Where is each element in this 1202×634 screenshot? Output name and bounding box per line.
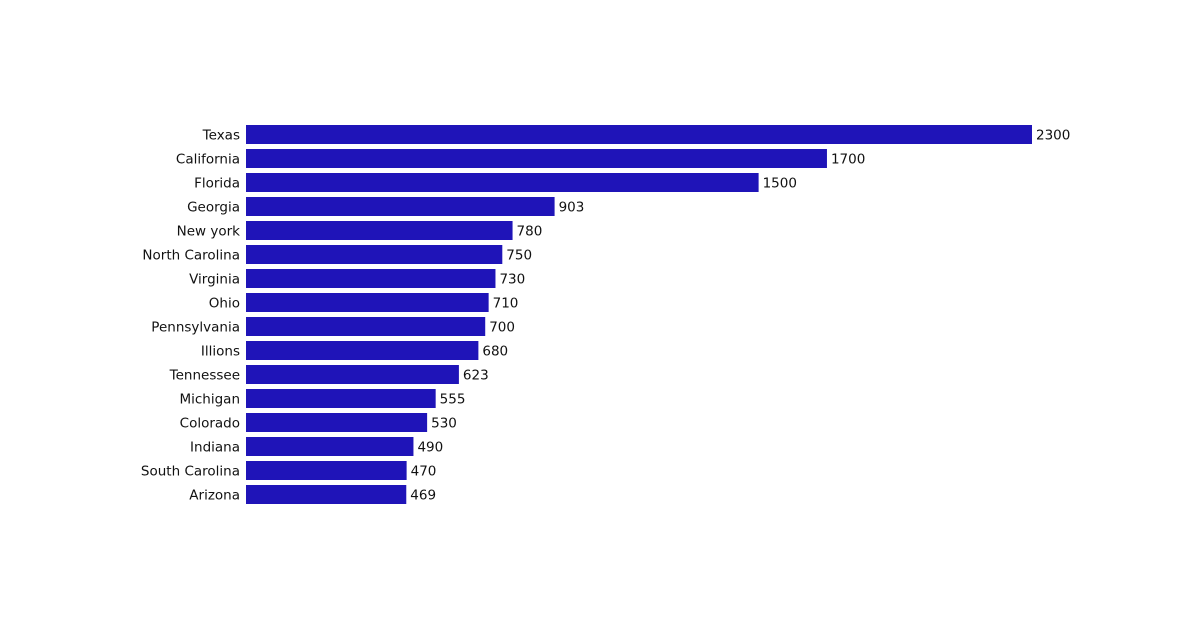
bar (246, 389, 436, 408)
bar (246, 149, 827, 168)
category-label: California (176, 152, 240, 168)
value-label: 490 (417, 440, 443, 456)
bar (246, 461, 407, 480)
category-label: Tennessee (169, 368, 240, 384)
category-label: Ohio (209, 296, 240, 312)
value-label: 903 (559, 200, 585, 216)
category-label: New york (177, 224, 241, 240)
value-label: 730 (499, 272, 525, 288)
bar (246, 269, 496, 288)
value-label: 555 (440, 392, 466, 408)
bar (246, 485, 407, 504)
value-label: 680 (482, 344, 508, 360)
bar (246, 221, 513, 240)
category-label: Arizona (189, 488, 240, 504)
category-label: Illions (201, 344, 240, 360)
value-label: 1500 (763, 176, 797, 192)
bar (246, 317, 486, 336)
value-label: 530 (431, 416, 457, 432)
category-label: Georgia (187, 200, 240, 216)
category-label: Indiana (190, 440, 240, 456)
value-label: 1700 (831, 152, 865, 168)
value-label: 750 (506, 248, 532, 264)
value-label: 469 (410, 488, 436, 504)
bar (246, 341, 479, 360)
value-label: 780 (517, 224, 543, 240)
category-label: South Carolina (141, 464, 240, 480)
category-label: North Carolina (142, 248, 240, 264)
bar (246, 365, 459, 384)
category-label: Virginia (189, 272, 240, 288)
category-label: Pennsylvania (151, 320, 240, 336)
bar (246, 293, 489, 312)
category-label: Florida (194, 176, 240, 192)
category-label: Michigan (179, 392, 240, 408)
category-label: Colorado (180, 416, 240, 432)
category-label: Texas (202, 128, 240, 144)
bar (246, 437, 414, 456)
bar (246, 413, 428, 432)
bar (246, 125, 1032, 144)
value-label: 2300 (1036, 128, 1070, 144)
value-label: 470 (411, 464, 437, 480)
value-label: 710 (493, 296, 519, 312)
bar (246, 197, 555, 216)
value-label: 623 (463, 368, 489, 384)
bar (246, 245, 503, 264)
value-label: 700 (489, 320, 515, 336)
bar (246, 173, 759, 192)
